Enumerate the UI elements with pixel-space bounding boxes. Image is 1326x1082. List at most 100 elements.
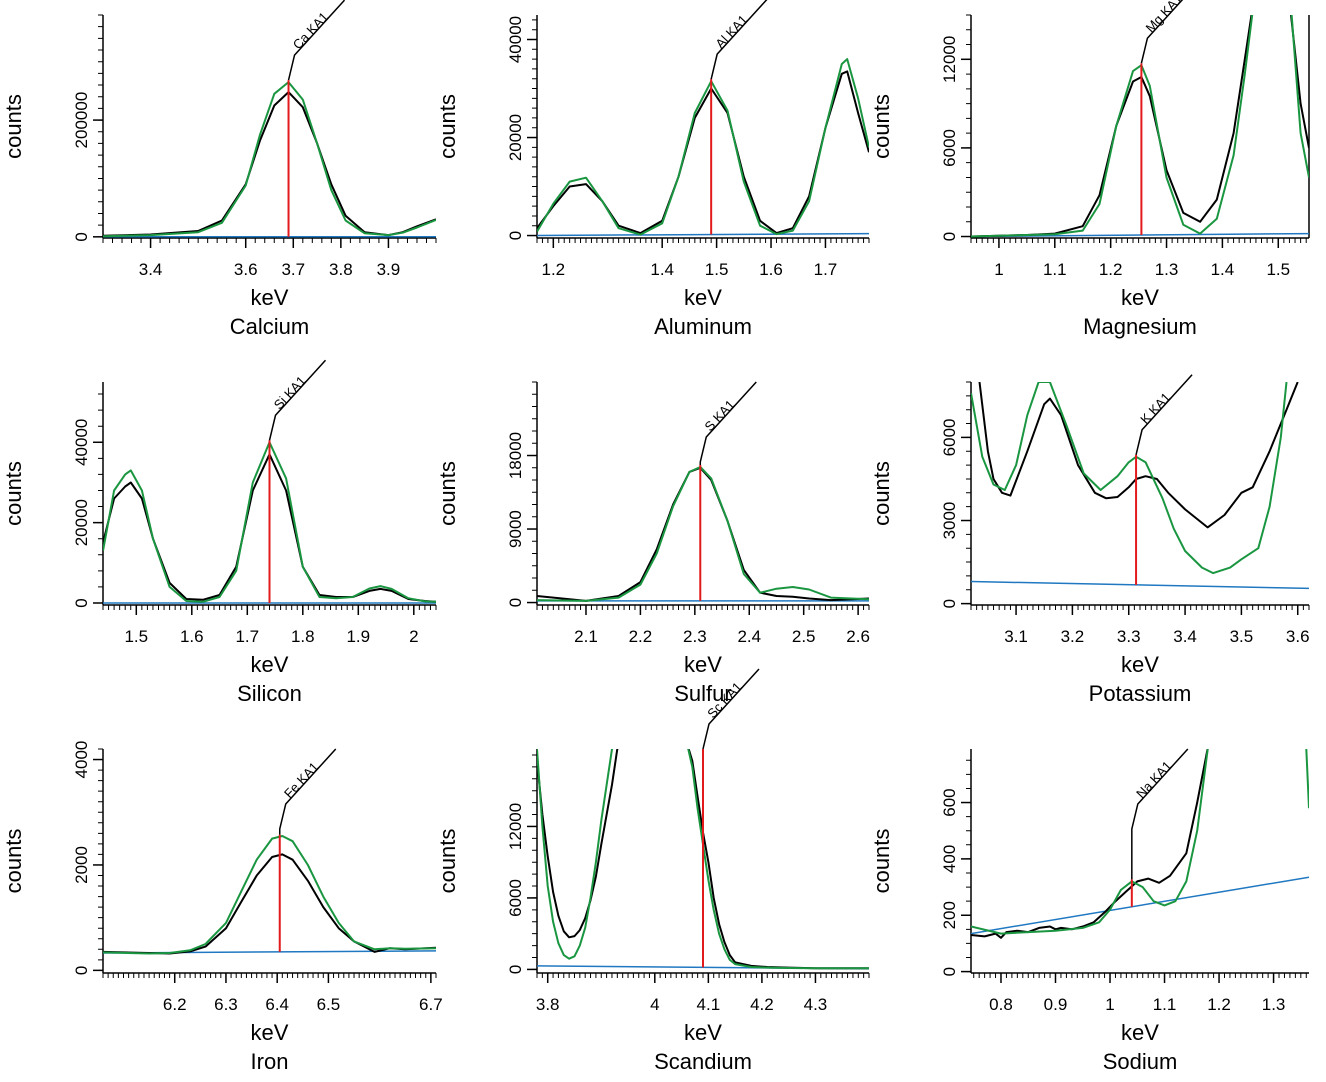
x-axis-title: keV bbox=[684, 285, 722, 310]
panel-silicon: 0 20000 40000 1.5 1.6 1.7 1.8 1.9 2 counts keV Sili… bbox=[1, 359, 437, 706]
panel-title: Magnesium bbox=[1083, 314, 1197, 339]
plot-area bbox=[971, 382, 1309, 590]
x-tick-label: 1.6 bbox=[759, 260, 783, 279]
x-tick-label: 1.7 bbox=[235, 627, 259, 646]
x-tick-label: 6.3 bbox=[214, 995, 238, 1014]
emission-line-leader bbox=[268, 359, 327, 441]
minor-ticks bbox=[98, 393, 437, 610]
fit-series-line bbox=[1305, 749, 1309, 809]
emission-line-leader bbox=[702, 668, 760, 750]
panel-calcium: 0 200000 3.4 3.6 3.7 3.8 3.9 counts keV Calcium Ca… bbox=[1, 0, 437, 339]
x-tick-label: 1.4 bbox=[650, 260, 674, 279]
panel-scandium: 0 6000 12000 3.8 4 4.1 4.2 4.3 counts keV Scandium… bbox=[435, 668, 870, 1074]
measured-series-line bbox=[537, 70, 869, 235]
y-tick-label: 6000 bbox=[940, 129, 959, 167]
x-tick-label: 1 bbox=[994, 260, 1003, 279]
x-tick-label: 3.6 bbox=[1286, 627, 1310, 646]
fit-series-line bbox=[537, 58, 869, 236]
emission-line-label: S KA1 bbox=[702, 397, 738, 434]
emission-line-leader bbox=[287, 0, 346, 81]
panel-magnesium: 0 6000 12000 1 1.1 1.2 1.3 1.4 1.5 counts keV Magne… bbox=[869, 0, 1310, 339]
panel-title: Scandium bbox=[654, 1049, 752, 1074]
fit-series-line bbox=[103, 81, 436, 238]
y-axis-title: counts bbox=[1, 829, 26, 894]
x-tick-label: 1.5 bbox=[1266, 260, 1290, 279]
x-tick-label: 4.2 bbox=[750, 995, 774, 1014]
x-tick-label: 6.7 bbox=[419, 995, 443, 1014]
emission-line-leader bbox=[1135, 374, 1193, 455]
x-tick-label: 2.5 bbox=[792, 627, 816, 646]
y-tick-label: 18000 bbox=[506, 432, 525, 479]
x-tick-label: 1.5 bbox=[124, 627, 148, 646]
minor-ticks bbox=[532, 19, 870, 243]
plot-area bbox=[103, 440, 436, 604]
panel-title: Sulfur bbox=[674, 681, 731, 706]
y-tick-label: 0 bbox=[940, 599, 959, 608]
emission-line-label: Na KA1 bbox=[1133, 758, 1175, 801]
emission-line-leader bbox=[1131, 748, 1189, 880]
x-tick-label: 6.2 bbox=[163, 995, 187, 1014]
x-tick-label: 1.7 bbox=[814, 260, 838, 279]
y-tick-label: 0 bbox=[72, 966, 91, 975]
minor-ticks bbox=[532, 754, 870, 978]
y-tick-label: 0 bbox=[72, 598, 91, 607]
fit-series-line bbox=[971, 15, 1309, 238]
x-tick-label: 1.2 bbox=[542, 260, 566, 279]
background-series-line bbox=[971, 580, 1309, 590]
x-axis-title: keV bbox=[1121, 652, 1159, 677]
y-tick-label: 20000 bbox=[506, 114, 525, 161]
fit-series-line bbox=[537, 466, 869, 602]
x-tick-label: 2.4 bbox=[737, 627, 761, 646]
y-tick-label: 0 bbox=[506, 965, 525, 974]
x-tick-label: 3.6 bbox=[234, 260, 258, 279]
y-tick-label: 4000 bbox=[72, 741, 91, 779]
background-series-line bbox=[537, 232, 869, 237]
x-tick-label: 1.6 bbox=[180, 627, 204, 646]
y-axis-title: counts bbox=[435, 829, 460, 894]
panel-title: Calcium bbox=[230, 314, 309, 339]
x-tick-label: 1.1 bbox=[1043, 260, 1067, 279]
x-tick-label: 1.5 bbox=[705, 260, 729, 279]
x-tick-label: 1.3 bbox=[1155, 260, 1179, 279]
fit-series-line bbox=[103, 441, 436, 603]
minor-ticks bbox=[98, 14, 437, 243]
x-axis-title: keV bbox=[251, 1020, 289, 1045]
y-tick-label: 0 bbox=[506, 231, 525, 240]
y-tick-label: 200 bbox=[940, 901, 959, 929]
x-tick-label: 1 bbox=[1105, 995, 1114, 1014]
x-tick-label: 4 bbox=[650, 995, 659, 1014]
measured-series-line bbox=[103, 453, 436, 603]
y-tick-label: 0 bbox=[940, 967, 959, 976]
x-tick-label: 3.2 bbox=[1061, 627, 1085, 646]
x-tick-label: 3.4 bbox=[1173, 627, 1197, 646]
y-tick-label: 40000 bbox=[506, 16, 525, 63]
fit-series-line bbox=[971, 749, 1209, 935]
plot-area bbox=[971, 749, 1309, 939]
y-axis-title: counts bbox=[1, 461, 26, 526]
background-series-line bbox=[971, 232, 1309, 238]
x-tick-label: 1.1 bbox=[1153, 995, 1177, 1014]
x-tick-label: 1.2 bbox=[1099, 260, 1123, 279]
measured-series-line bbox=[537, 466, 869, 602]
y-axis-title: counts bbox=[869, 94, 894, 159]
x-tick-label: 3.8 bbox=[536, 995, 560, 1014]
measured-series-line bbox=[537, 749, 619, 939]
x-tick-label: 3.8 bbox=[329, 260, 353, 279]
x-tick-label: 3.7 bbox=[281, 260, 305, 279]
emission-line-leader bbox=[710, 0, 768, 80]
x-axis-title: keV bbox=[251, 285, 289, 310]
y-tick-label: 0 bbox=[506, 598, 525, 607]
x-tick-label: 4.3 bbox=[804, 995, 828, 1014]
x-tick-label: 2.2 bbox=[629, 627, 653, 646]
y-tick-label: 0 bbox=[940, 232, 959, 241]
emission-line-leader bbox=[278, 748, 337, 835]
y-tick-label: 400 bbox=[940, 845, 959, 873]
x-tick-label: 2.1 bbox=[574, 627, 598, 646]
panel-aluminum: 0 20000 40000 1.2 1.4 1.5 1.6 1.7 counts keV Alumi… bbox=[435, 0, 870, 339]
x-tick-label: 1.3 bbox=[1262, 995, 1286, 1014]
y-tick-label: 12000 bbox=[940, 36, 959, 83]
plot-area bbox=[103, 834, 436, 955]
panel-title: Sodium bbox=[1103, 1049, 1178, 1074]
x-tick-label: 3.1 bbox=[1004, 627, 1028, 646]
